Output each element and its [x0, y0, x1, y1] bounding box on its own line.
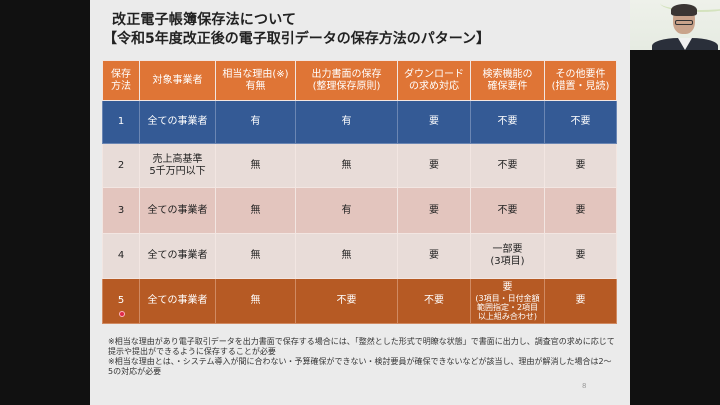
cell-download: 要	[397, 187, 471, 234]
search-requirement-detail: (3項目・日付金額 範囲指定・2項目 以上組み合わせ)	[475, 293, 540, 321]
cell-search: 要 (3項目・日付金額 範囲指定・2項目 以上組み合わせ)	[470, 278, 545, 324]
header-other: その他要件 (措置・見読)	[544, 60, 617, 101]
left-letterbox	[0, 0, 90, 405]
table-row: 1 全ての事業者 有 有 要 不要 不要	[102, 100, 617, 144]
cell-search: 不要	[470, 187, 545, 234]
footnotes: ※相当な理由があり電子取引データを出力書面で保存する場合には、「整然とした形式で…	[108, 337, 618, 377]
cell-method: 4	[102, 233, 140, 279]
slide-title: 改正電子帳簿保存法について	[112, 12, 297, 28]
cell-target: 全ての事業者	[139, 233, 216, 279]
cell-download: 要	[397, 233, 471, 279]
table-header-row: 保存 方法 対象事業者 相当な理由(※) 有無 出力書面の保存 (整理保存原則)…	[102, 60, 617, 101]
table-row: 4 全ての事業者 無 無 要 一部要 (3項目) 要	[102, 233, 617, 279]
header-download: ダウンロード の求め対応	[397, 60, 471, 101]
table-row: 2 売上高基準 5千万円以下 無 無 要 不要 要	[102, 143, 617, 188]
cell-reason: 無	[215, 187, 296, 234]
slide-subtitle: 【令和5年度改正後の電子取引データの保存方法のパターン】	[103, 31, 491, 47]
cell-search: 一部要 (3項目)	[470, 233, 545, 279]
table-row: 5 全ての事業者 無 不要 不要 要 (3項目・日付金額 範囲指定・2項目 以上…	[102, 278, 617, 324]
cell-reason: 無	[215, 278, 296, 324]
cell-other: 要	[544, 233, 617, 279]
cell-printout: 有	[295, 187, 398, 234]
cell-search: 不要	[470, 143, 545, 188]
cell-search: 不要	[470, 100, 545, 144]
cell-other: 不要	[544, 100, 617, 144]
cell-printout: 無	[295, 143, 398, 188]
cell-download: 要	[397, 100, 471, 144]
cell-other: 要	[544, 187, 617, 234]
cell-printout: 有	[295, 100, 398, 144]
cell-target: 全ての事業者	[139, 187, 216, 234]
cell-other: 要	[544, 143, 617, 188]
header-target: 対象事業者	[139, 60, 216, 101]
table-row: 3 全ての事業者 無 有 要 不要 要	[102, 187, 617, 234]
page-number: 8	[582, 382, 587, 390]
footnote-2: ※相当な理由とは、・システム導入が間に合わない・予算確保ができない・検討要員が確…	[108, 357, 612, 376]
cell-reason: 無	[215, 143, 296, 188]
search-requirement: 要	[502, 281, 513, 293]
cell-download: 要	[397, 143, 471, 188]
right-letterbox	[630, 0, 720, 405]
cell-method: 5	[102, 278, 140, 324]
speaker-glasses	[675, 20, 693, 25]
cell-download: 不要	[397, 278, 471, 324]
method-number: 5	[117, 295, 125, 306]
header-reason: 相当な理由(※) 有無	[215, 60, 296, 101]
cell-target: 全ての事業者	[139, 100, 216, 144]
header-printout: 出力書面の保存 (整理保存原則)	[295, 60, 398, 101]
header-method: 保存 方法	[102, 60, 140, 101]
cell-other: 要	[544, 278, 617, 324]
cell-method: 1	[102, 100, 140, 144]
speaker-hair	[671, 4, 697, 16]
cell-method: 2	[102, 143, 140, 188]
laser-pointer-icon	[119, 311, 125, 317]
footnote-1: ※相当な理由があり電子取引データを出力書面で保存する場合には、「整然とした形式で…	[108, 337, 615, 356]
cell-target: 全ての事業者	[139, 278, 216, 324]
cell-reason: 無	[215, 233, 296, 279]
cell-method: 3	[102, 187, 140, 234]
cell-printout: 不要	[295, 278, 398, 324]
cell-printout: 無	[295, 233, 398, 279]
cell-target: 売上高基準 5千万円以下	[139, 143, 216, 188]
speaker-video-thumbnail	[630, 0, 720, 50]
cell-reason: 有	[215, 100, 296, 144]
storage-method-table: 保存 方法 対象事業者 相当な理由(※) 有無 出力書面の保存 (整理保存原則)…	[102, 60, 617, 324]
header-search: 検索機能の 確保要件	[470, 60, 545, 101]
